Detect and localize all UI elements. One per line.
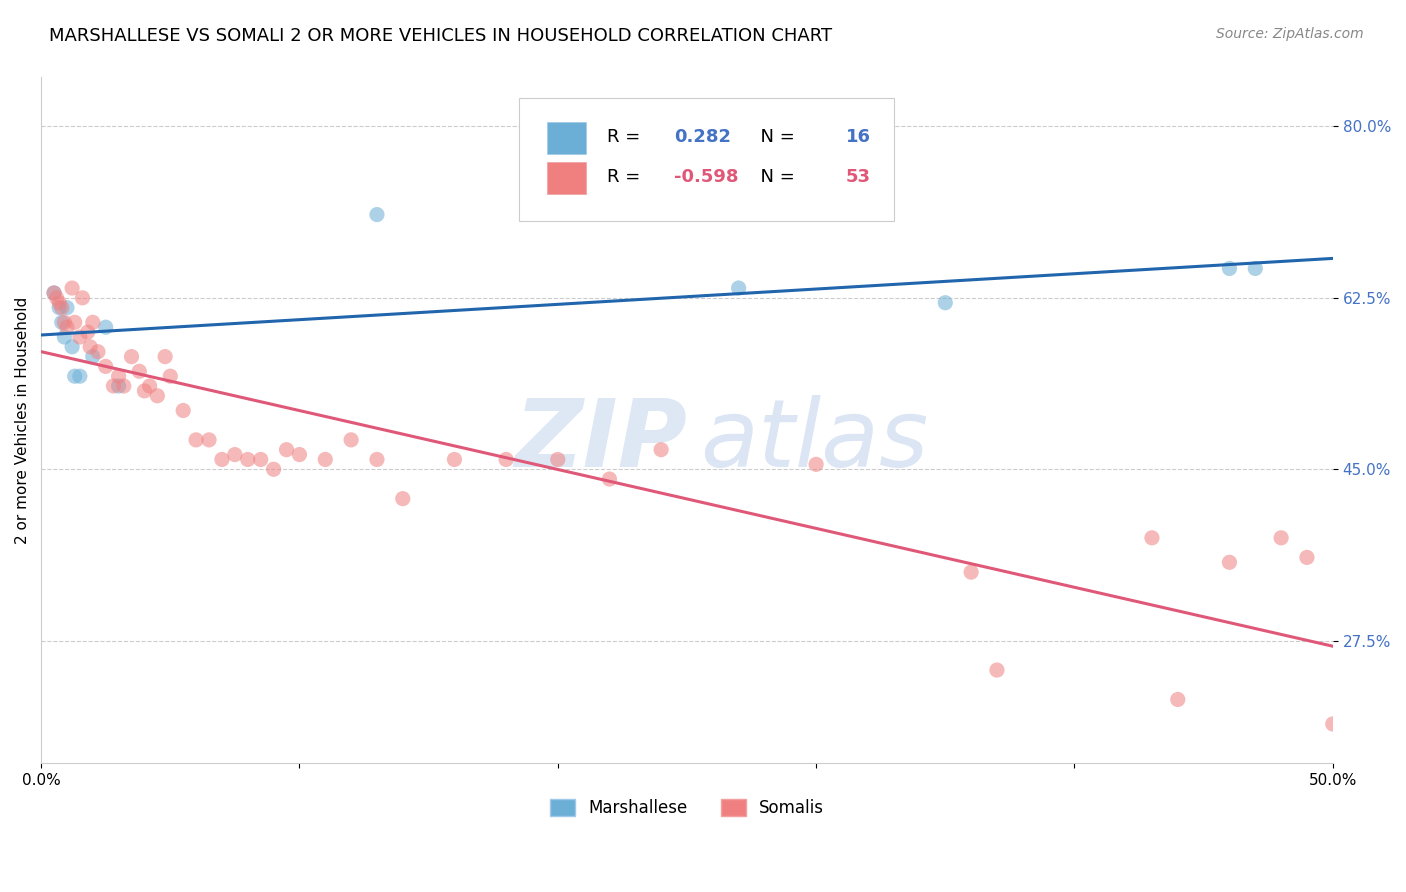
Point [48,295,70,310]
Point [107,369,129,384]
Point [1322,717,1344,731]
Point [51,315,73,329]
Point [263,462,285,476]
Point [288,448,311,462]
FancyBboxPatch shape [519,98,894,221]
Point [443,452,465,467]
Point [42,285,65,300]
Point [1167,692,1189,706]
Text: -0.598: -0.598 [673,168,738,186]
Point [63,315,86,329]
Point [366,208,388,222]
Point [103,379,125,393]
Point [159,369,181,384]
Point [63,369,86,384]
Point [60,340,83,354]
Point [314,452,336,467]
Point [276,442,298,457]
Point [960,565,983,579]
Point [198,433,221,447]
Point [60,281,83,295]
Point [56,320,79,334]
Text: N =: N = [749,168,800,186]
Point [172,403,194,417]
Point [184,433,207,447]
Point [986,663,1008,677]
Point [69,330,91,344]
Point [650,442,672,457]
Point [82,315,104,329]
Point [598,472,620,486]
Point [1296,550,1319,565]
Y-axis label: 2 or more Vehicles in Household: 2 or more Vehicles in Household [15,297,30,544]
Point [76,325,98,339]
FancyBboxPatch shape [547,122,586,154]
Legend: Marshallese, Somalis: Marshallese, Somalis [543,792,831,823]
Point [1218,555,1240,569]
Point [340,433,363,447]
Point [82,350,104,364]
Point [69,369,91,384]
Point [87,344,110,359]
Point [211,452,233,467]
Point [138,379,160,393]
Point [42,285,65,300]
Point [94,359,117,374]
Text: ZIP: ZIP [515,395,688,487]
Point [94,320,117,334]
Point [48,301,70,315]
Point [51,301,73,315]
Point [804,458,827,472]
Text: MARSHALLESE VS SOMALI 2 OR MORE VEHICLES IN HOUSEHOLD CORRELATION CHART: MARSHALLESE VS SOMALI 2 OR MORE VEHICLES… [49,27,832,45]
Point [146,389,169,403]
Point [1218,261,1240,276]
Text: Source: ZipAtlas.com: Source: ZipAtlas.com [1216,27,1364,41]
Point [547,452,569,467]
Point [128,364,150,378]
Point [56,301,79,315]
Point [1270,531,1292,545]
Point [1244,261,1267,276]
Point [134,384,156,398]
Point [53,330,76,344]
Text: 53: 53 [846,168,870,186]
Point [249,452,271,467]
Point [53,315,76,329]
Text: R =: R = [607,168,645,186]
FancyBboxPatch shape [547,161,586,194]
Text: N =: N = [749,128,800,146]
Text: atlas: atlas [700,395,928,486]
Point [495,452,517,467]
Point [224,448,246,462]
Point [107,379,129,393]
Point [121,350,143,364]
Point [727,281,749,295]
Point [112,379,135,393]
Point [1140,531,1163,545]
Text: 0.282: 0.282 [673,128,731,146]
Point [391,491,413,506]
Point [79,340,101,354]
Point [366,452,388,467]
Point [153,350,176,364]
Point [934,295,956,310]
Point [236,452,259,467]
Text: 16: 16 [846,128,870,146]
Point [45,291,67,305]
Text: R =: R = [607,128,645,146]
Point [72,291,94,305]
